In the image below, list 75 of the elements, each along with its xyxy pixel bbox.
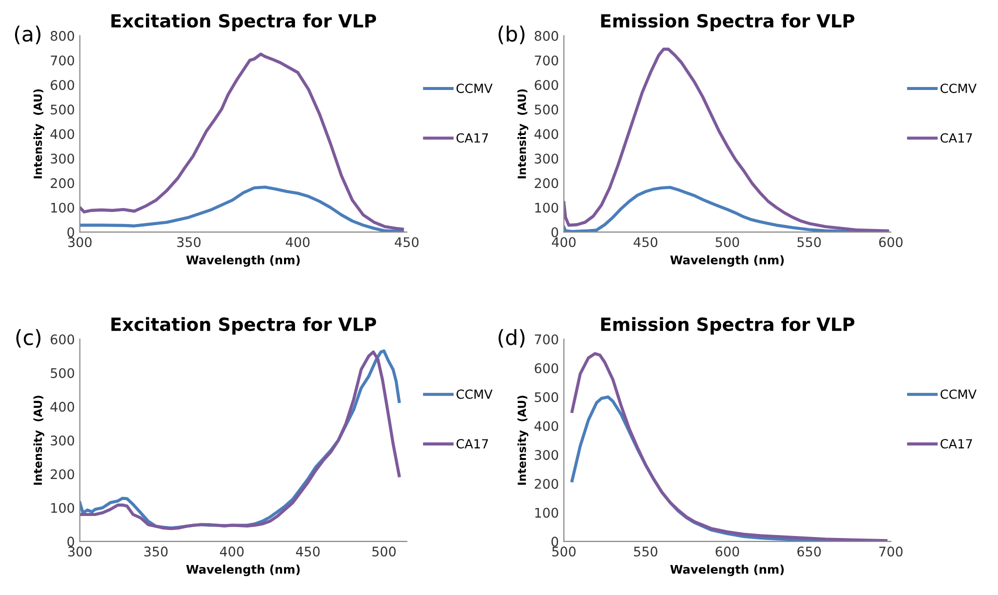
y-tick-label: 400 <box>534 421 558 432</box>
y-tick-label: 500 <box>50 104 74 115</box>
x-tick-label: 400 <box>286 237 310 248</box>
legend-label: CA17 <box>940 439 972 448</box>
y-axis-title: Intensity (AU) <box>517 89 528 178</box>
y-tick-label: 600 <box>50 80 74 90</box>
x-axis-title: Wavelength (nm) <box>670 564 784 576</box>
y-tick-label: 0 <box>67 536 74 547</box>
x-tick-label: 450 <box>634 237 658 248</box>
legend-label: CA17 <box>456 133 488 143</box>
x-axis-title: Wavelength (nm) <box>670 255 784 267</box>
y-tick-label: 100 <box>51 502 74 513</box>
y-axis-title: Intensity (AU) <box>33 89 44 178</box>
y-tick-label: 500 <box>50 368 74 378</box>
line-series <box>570 352 888 542</box>
y-tick-label: 100 <box>51 202 74 213</box>
legend-label: CCMV <box>940 389 977 399</box>
y-tick-label: 400 <box>50 129 74 140</box>
y-tick-label: 200 <box>534 178 558 188</box>
y-tick-label: 0 <box>67 227 74 238</box>
legend-label: CA17 <box>940 133 972 143</box>
y-tick-label: 500 <box>534 392 558 402</box>
legend-label: CCMV <box>456 84 493 94</box>
y-tick-label: 300 <box>534 154 558 164</box>
y-tick-label: 600 <box>534 363 558 374</box>
y-tick-label: 500 <box>534 104 558 115</box>
text: (c) <box>16 329 40 348</box>
x-axis-title: Wavelength (nm) <box>186 564 300 576</box>
chart-title: Excitation Spectra for VLP <box>111 317 376 335</box>
x-tick-label: 500 <box>716 237 740 248</box>
text: (d) <box>498 329 524 348</box>
y-tick-label: 300 <box>50 154 74 164</box>
y-tick-label: 600 <box>534 80 558 90</box>
legend-label: CA17 <box>456 439 488 448</box>
chart-title: Emission Spectra for VLP <box>601 14 854 32</box>
y-tick-label: 700 <box>50 55 74 66</box>
line-series <box>80 186 404 232</box>
x-tick-label: 700 <box>879 546 903 557</box>
chart-title: Emission Spectra for VLP <box>601 317 854 335</box>
y-tick-label: 0 <box>551 227 558 238</box>
x-tick-label: 450 <box>296 546 320 557</box>
y-tick-label: 300 <box>534 450 558 460</box>
y-tick-label: 800 <box>50 30 74 41</box>
y-tick-label: 400 <box>534 129 558 140</box>
y-tick-label: 100 <box>535 508 558 518</box>
x-tick-label: 350 <box>144 546 168 557</box>
line-series <box>80 52 404 231</box>
text: (b) <box>498 26 524 44</box>
chart-title: Excitation Spectra for VLP <box>111 14 376 32</box>
y-tick-label: 200 <box>50 178 74 188</box>
text: (a) <box>15 26 40 44</box>
y-tick-label: 400 <box>50 402 74 412</box>
x-tick-label: 600 <box>716 546 740 557</box>
x-tick-label: 600 <box>879 237 903 248</box>
x-tick-label: 550 <box>634 546 658 557</box>
y-tick-label: 0 <box>551 536 558 547</box>
y-tick-label: 300 <box>50 436 74 446</box>
y-axis-title: Intensity (AU) <box>33 396 44 485</box>
y-tick-label: 700 <box>534 334 558 344</box>
y-tick-label: 700 <box>534 55 558 66</box>
y-tick-label: 200 <box>50 469 74 480</box>
x-tick-label: 650 <box>797 546 821 557</box>
y-tick-label: 100 <box>535 202 558 213</box>
y-tick-label: 200 <box>534 478 558 489</box>
x-tick-label: 350 <box>177 237 201 248</box>
legend-label: CCMV <box>456 389 493 399</box>
x-tick-label: 500 <box>372 546 396 557</box>
y-tick-label: 800 <box>534 30 558 41</box>
x-tick-label: 450 <box>394 237 418 248</box>
x-tick-label: 400 <box>220 546 244 557</box>
x-tick-label: 550 <box>798 237 821 248</box>
legend-label: CCMV <box>940 84 977 94</box>
y-tick-label: 600 <box>50 334 74 344</box>
y-axis-title: Intensity (AU) <box>517 396 528 485</box>
x-axis-title: Wavelength (nm) <box>186 255 300 267</box>
